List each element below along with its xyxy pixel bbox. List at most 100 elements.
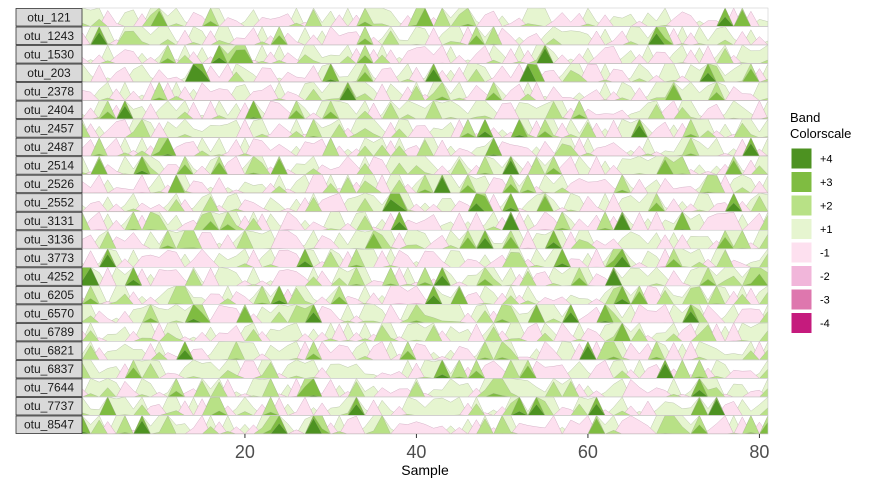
row-label: otu_8547 <box>24 418 74 432</box>
row-strip: otu_7737 <box>15 397 83 416</box>
row-strip-box <box>15 341 83 360</box>
row-strip-box <box>15 63 83 82</box>
panels <box>81 7 769 435</box>
x-tick-label: 60 <box>578 442 598 462</box>
row-label: otu_2526 <box>24 177 74 191</box>
negative-band-1 <box>82 230 768 249</box>
row-strip-box <box>15 267 83 286</box>
legend-label: -4 <box>820 318 830 330</box>
horizon-row <box>81 415 769 435</box>
row-label: otu_3773 <box>24 251 74 265</box>
row-label: otu_1243 <box>24 29 74 43</box>
row-strip: otu_1530 <box>15 45 83 64</box>
legend-key <box>790 218 813 240</box>
legend-label: +1 <box>820 224 833 236</box>
legend-label: +3 <box>820 177 833 189</box>
row-label: otu_1530 <box>24 47 74 61</box>
negative-band-1 <box>82 378 768 397</box>
row-label: otu_2487 <box>24 140 74 154</box>
positive-band-4 <box>82 63 768 83</box>
row-strip: otu_3131 <box>15 211 83 231</box>
positive-band-3 <box>82 45 768 64</box>
row-strip: otu_3136 <box>15 230 83 249</box>
positive-band-3 <box>82 322 768 342</box>
row-strip: otu_4252 <box>15 267 83 286</box>
legend-key <box>790 265 813 287</box>
row-strip: otu_6789 <box>15 322 83 342</box>
row-strip: otu_2487 <box>15 137 83 157</box>
negative-band-1 <box>82 137 768 157</box>
positive-band-3 <box>82 156 768 175</box>
row-strip-box <box>15 100 83 120</box>
row-strip: otu_6570 <box>15 304 83 323</box>
row-strip-box <box>15 415 83 434</box>
x-axis: 20 40 60 80 <box>235 434 769 462</box>
row-strip: otu_6205 <box>15 285 83 305</box>
row-strip: otu_203 <box>15 63 83 82</box>
row-strip-box <box>15 26 83 45</box>
row-strip: otu_3773 <box>15 248 83 268</box>
positive-band-2 <box>82 211 768 231</box>
row-strip-box <box>15 322 83 342</box>
row-strip-box <box>15 230 83 249</box>
legend-title-line-2: Colorscale <box>790 126 851 141</box>
positive-band-3 <box>82 137 768 157</box>
row-label: otu_2552 <box>24 195 74 209</box>
row-strip: otu_2378 <box>15 82 83 101</box>
legend-title-line-1: Band <box>790 110 820 125</box>
legend-key <box>790 288 813 311</box>
legend-label: +2 <box>820 201 833 213</box>
horizon-row <box>81 155 769 175</box>
positive-band-2 <box>82 119 768 138</box>
row-label: otu_3131 <box>24 214 74 228</box>
row-strips: otu_121 otu_1243 otu_1530 otu_203 otu_2378ot… <box>15 8 83 434</box>
row-strip-box <box>15 174 83 194</box>
positive-band-4 <box>82 237 768 249</box>
horizon-row <box>81 396 769 416</box>
row-strip-box <box>15 45 83 64</box>
row-strip-box <box>15 8 83 27</box>
negative-band-1 <box>82 396 768 416</box>
horizon-row <box>81 378 769 398</box>
legend-key <box>790 312 813 334</box>
positive-band-1 <box>82 285 768 305</box>
row-strip-box <box>15 137 83 157</box>
row-strip-box <box>15 211 83 231</box>
negative-band-1 <box>82 45 768 64</box>
row-strip-box <box>15 378 83 397</box>
row-strip: otu_6821 <box>15 341 83 360</box>
row-strip: otu_2404 <box>15 100 83 120</box>
positive-band-2 <box>82 322 768 342</box>
row-strip: otu_8547 <box>15 415 83 434</box>
row-strip-box <box>15 397 83 416</box>
x-tick-label: 80 <box>749 442 769 462</box>
positive-band-4 <box>82 311 768 323</box>
row-strip-box <box>15 119 83 138</box>
positive-band-2 <box>82 156 768 175</box>
row-label: otu_3136 <box>24 233 74 247</box>
row-strip: otu_2457 <box>15 119 83 138</box>
row-strip-box <box>15 285 83 305</box>
row-strip-box <box>15 82 83 101</box>
row-strip-box <box>15 248 83 268</box>
row-strip-box <box>15 193 83 212</box>
row-label: otu_121 <box>27 10 71 24</box>
row-label: otu_6205 <box>24 288 74 302</box>
row-strip-box <box>15 156 83 175</box>
row-label: otu_6570 <box>24 307 74 321</box>
negative-band-1 <box>82 63 768 83</box>
row-label: otu_2457 <box>24 121 74 135</box>
legend-key <box>790 171 813 193</box>
row-label: otu_6821 <box>24 344 74 358</box>
row-label: otu_2404 <box>24 103 74 117</box>
negative-band-1 <box>82 119 768 138</box>
x-axis-title: Sample <box>401 462 449 478</box>
legend-label: -3 <box>820 295 830 307</box>
legend: Band Colorscale +4 +3 +2 +1 -1 -2 -3 -4 <box>790 110 851 334</box>
x-tick-label: 40 <box>406 442 426 462</box>
positive-band-3 <box>82 396 768 416</box>
row-label: otu_4252 <box>24 270 74 284</box>
row-strip: otu_2526 <box>15 174 83 194</box>
row-label: otu_6837 <box>24 362 74 376</box>
